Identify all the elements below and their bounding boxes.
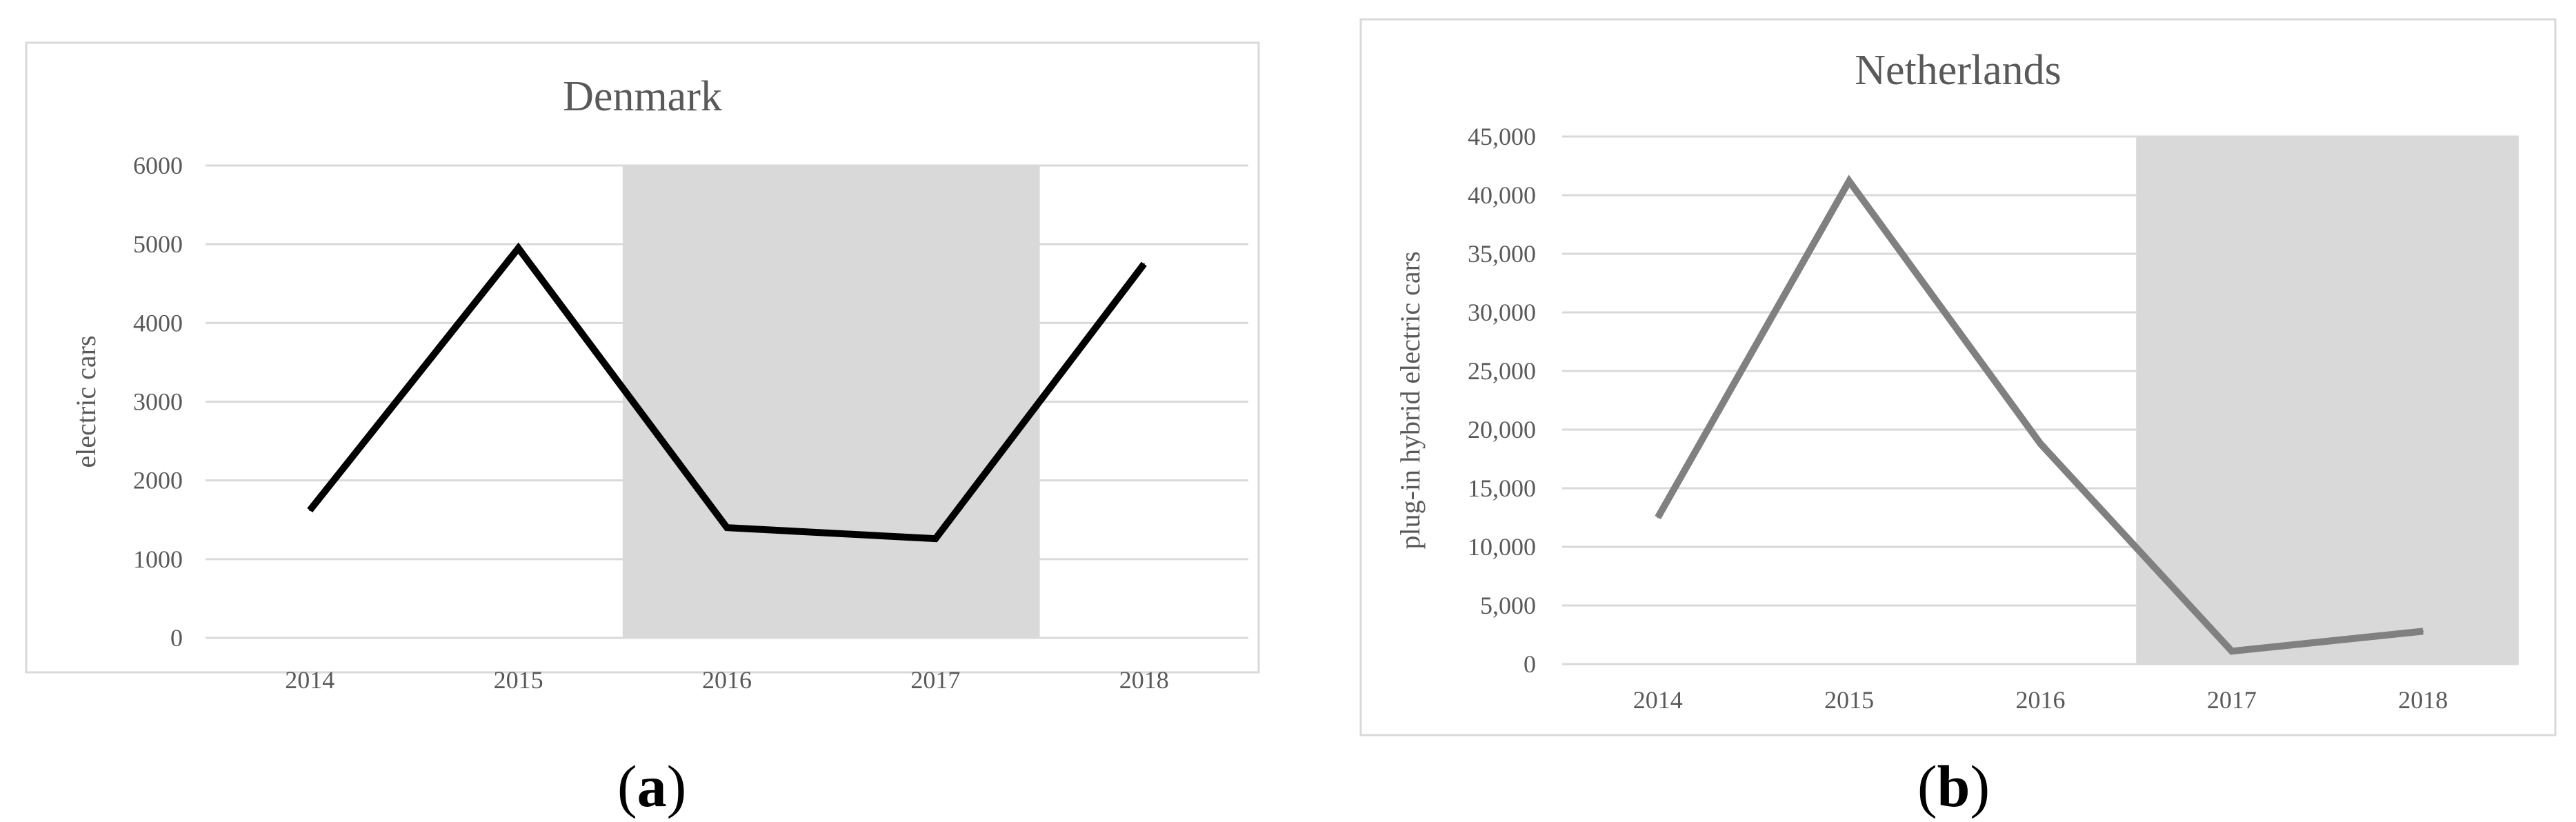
y-tick-label: 5000 — [133, 230, 183, 258]
x-tick-label: 2018 — [1119, 666, 1169, 694]
y-tick-label: 4000 — [133, 309, 183, 337]
data-point — [1143, 263, 1145, 265]
data-point — [726, 527, 728, 529]
y-tick-label: 1000 — [133, 545, 183, 573]
y-tick-label: 25,000 — [1468, 357, 1536, 385]
y-tick-label: 40,000 — [1468, 181, 1536, 209]
chart-title: Denmark — [563, 73, 722, 120]
x-tick-label: 2017 — [2207, 686, 2257, 714]
shaded-region — [2136, 137, 2519, 664]
y-tick-label: 45,000 — [1468, 123, 1536, 150]
y-tick-label: 20,000 — [1468, 416, 1536, 443]
y-tick-label: 30,000 — [1468, 299, 1536, 326]
y-tick-label: 5,000 — [1480, 592, 1536, 619]
x-tick-label: 2016 — [702, 666, 752, 694]
x-tick-label: 2018 — [2398, 686, 2448, 714]
y-axis-label: plug-in hybrid electric cars — [1395, 251, 1426, 549]
x-tick-label: 2014 — [285, 666, 335, 694]
x-tick-label: 2015 — [494, 666, 543, 694]
y-tick-label: 2000 — [133, 467, 183, 494]
x-tick-label: 2014 — [1633, 686, 1683, 714]
y-tick-label: 3000 — [133, 388, 183, 416]
y-tick-label: 35,000 — [1468, 240, 1536, 268]
x-tick-label: 2016 — [2016, 686, 2066, 714]
x-tick-label: 2017 — [910, 666, 960, 694]
caption-b-letter: b — [1937, 753, 1970, 819]
data-point — [2039, 443, 2041, 445]
data-point — [517, 247, 519, 249]
data-point — [935, 538, 937, 540]
caption-b: (b) — [1917, 753, 1990, 819]
data-point — [309, 510, 311, 512]
data-point — [1848, 180, 1850, 182]
y-tick-label: 0 — [1524, 650, 1536, 678]
y-tick-label: 15,000 — [1468, 474, 1536, 502]
data-point — [1657, 517, 1659, 519]
caption-a-letter: a — [637, 753, 667, 819]
data-point — [2422, 630, 2424, 632]
y-tick-label: 10,000 — [1468, 533, 1536, 561]
data-point — [2230, 650, 2233, 652]
x-tick-label: 2015 — [1824, 686, 1874, 714]
y-tick-label: 0 — [170, 624, 183, 652]
caption-a: (a) — [617, 753, 687, 819]
y-tick-label: 6000 — [133, 152, 183, 179]
chart-title: Netherlands — [1855, 47, 2061, 94]
y-axis-label: electric cars — [70, 335, 101, 468]
